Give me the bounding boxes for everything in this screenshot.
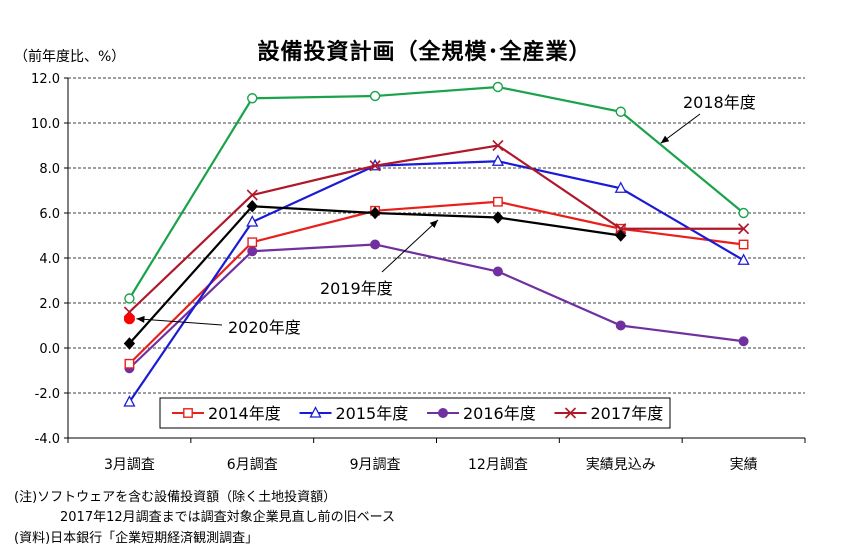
data-point xyxy=(370,239,381,250)
annotation-arrow xyxy=(660,113,701,144)
data-point xyxy=(615,320,626,331)
series-2015年度 xyxy=(123,154,750,407)
data-point xyxy=(738,207,749,219)
series-line xyxy=(128,205,621,345)
legend-item-2016年度: 2016年度 xyxy=(427,404,536,423)
x-tick-label: 6月調査 xyxy=(227,457,278,473)
data-point-stroke xyxy=(246,189,258,201)
data-point xyxy=(737,253,750,265)
note-line-2: 2017年12月調査までは調査対象企業見直し前の旧ベース xyxy=(60,510,395,525)
series-line xyxy=(128,200,744,365)
data-point xyxy=(247,237,258,248)
annotation-layer: 2018年度 2019年度 2020年度 xyxy=(136,93,756,337)
chart-title: 設備投資計画（全規模･全産業） xyxy=(257,40,592,65)
data-point-stroke xyxy=(564,407,577,419)
series-2020年度 xyxy=(123,313,135,325)
data-point xyxy=(738,223,750,235)
annotation-arrow xyxy=(136,318,223,326)
data-point-stroke xyxy=(492,139,504,152)
data-point xyxy=(369,160,381,172)
note-line-1: (注)ソフトウェアを含む設備投資額（除く土地投資額） xyxy=(14,490,337,505)
series-2018年度 xyxy=(124,81,749,304)
legend-label: 2015年度 xyxy=(336,404,409,423)
annotation-arrowhead xyxy=(136,315,145,323)
data-point xyxy=(492,81,504,93)
axis-layer: -4.0 -2.0 0.0 2.0 4.0 6.0 8.0 10.0 12.0 3月調査 6月調査 9… xyxy=(31,72,806,473)
data-point xyxy=(738,239,749,250)
series-layer xyxy=(123,81,750,407)
annotation-arrowhead xyxy=(660,135,670,144)
data-point xyxy=(615,229,627,242)
y-tick-label: 2.0 xyxy=(39,297,60,312)
data-point xyxy=(615,223,627,235)
data-point xyxy=(369,90,381,102)
series-2017年度 xyxy=(123,139,750,318)
data-point xyxy=(246,200,258,213)
annotation-2020: 2020年度 xyxy=(228,318,301,337)
data-point-stroke xyxy=(738,223,750,235)
data-point xyxy=(247,246,258,257)
legend-item-2014年度: 2014年度 xyxy=(172,404,281,423)
series-line xyxy=(128,144,744,313)
series-line xyxy=(128,85,745,300)
data-point xyxy=(615,106,626,117)
grid-layer xyxy=(68,77,805,394)
data-point xyxy=(309,406,322,418)
data-point xyxy=(492,211,504,224)
data-point xyxy=(492,266,503,277)
y-tick-label: -2.0 xyxy=(35,387,60,402)
data-point xyxy=(438,408,448,418)
data-point xyxy=(614,181,627,193)
legend-item-2015年度: 2015年度 xyxy=(299,404,409,423)
legend-item-2017年度: 2017年度 xyxy=(554,404,664,423)
y-tick-label: -4.0 xyxy=(35,432,60,447)
data-point xyxy=(738,336,749,347)
data-point xyxy=(246,215,259,227)
x-tick-label: 実績 xyxy=(730,457,758,473)
data-point xyxy=(247,93,258,104)
x-tick-label: 9月調査 xyxy=(350,457,401,473)
data-point xyxy=(123,337,136,350)
data-point xyxy=(564,407,577,419)
data-point xyxy=(183,408,193,418)
y-tick-label: 10.0 xyxy=(31,117,60,132)
annotation-arrow xyxy=(381,219,439,273)
data-point xyxy=(124,293,135,304)
y-tick-label: 0.0 xyxy=(39,342,60,357)
annotation-2019: 2019年度 xyxy=(320,279,393,298)
y-tick-label: 4.0 xyxy=(39,252,60,267)
series-2019年度 xyxy=(123,200,627,350)
data-point-stroke xyxy=(369,160,381,172)
data-point xyxy=(369,206,381,220)
data-point xyxy=(246,189,258,201)
y-axis-unit-label: （前年度比、%） xyxy=(14,49,126,65)
legend-label: 2016年度 xyxy=(463,404,536,423)
x-tick-label: 12月調査 xyxy=(468,457,528,473)
legend: 2014年度 2015年度 2016年度 2017年度 xyxy=(159,397,671,429)
source-note: (資料)日本銀行「企業短期経済観測調査」 xyxy=(14,531,259,546)
series-line xyxy=(128,243,744,370)
data-point xyxy=(493,196,503,207)
series-2016年度 xyxy=(124,239,749,374)
series-line xyxy=(128,160,745,403)
x-tick-label: 実績見込み xyxy=(586,457,656,473)
annotation-arrowhead xyxy=(429,220,438,229)
data-point xyxy=(491,154,504,166)
data-point xyxy=(123,395,136,407)
data-point xyxy=(124,358,135,369)
legend-label: 2017年度 xyxy=(591,404,664,423)
data-point xyxy=(492,139,504,152)
data-point-stroke xyxy=(615,223,627,235)
x-tick-label: 3月調査 xyxy=(104,457,155,473)
y-tick-label: 12.0 xyxy=(31,72,60,87)
annotation-2018: 2018年度 xyxy=(683,93,756,112)
y-tick-label: 6.0 xyxy=(39,207,60,222)
legend-label: 2014年度 xyxy=(208,404,281,423)
y-tick-label: 8.0 xyxy=(39,162,60,177)
data-point xyxy=(123,313,135,325)
